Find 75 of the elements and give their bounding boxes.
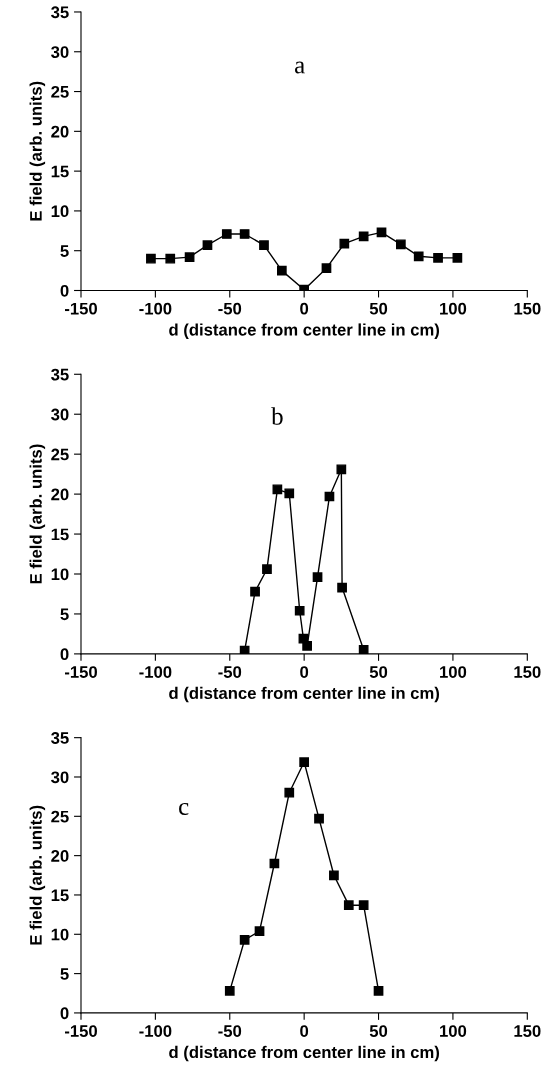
y-tick-label: 0 bbox=[60, 648, 69, 661]
x-tick-label: 50 bbox=[369, 666, 388, 678]
y-tick-label: 15 bbox=[51, 165, 69, 178]
y-tick-label: 20 bbox=[51, 488, 69, 501]
point bbox=[302, 641, 312, 651]
x-tick-label: 0 bbox=[300, 666, 309, 678]
y-tick-label: 15 bbox=[51, 889, 69, 902]
y-tick-label: 25 bbox=[51, 810, 69, 823]
y-tick-label: 5 bbox=[60, 968, 69, 980]
x-tick-label: 150 bbox=[514, 1025, 541, 1037]
x-tick-label: 50 bbox=[369, 302, 388, 315]
x-tick-label: -50 bbox=[218, 666, 242, 678]
x-axis-title: d (distance from center line in cm) bbox=[169, 686, 440, 703]
y-tick-label: 10 bbox=[51, 205, 69, 218]
point bbox=[358, 645, 369, 654]
y-tick-label: 30 bbox=[51, 771, 69, 784]
x-tick-label: 100 bbox=[440, 302, 467, 315]
y-tick-label: 10 bbox=[51, 568, 69, 581]
point bbox=[284, 787, 295, 798]
y-tick-label: 35 bbox=[51, 368, 69, 381]
y-tick-label: 20 bbox=[51, 125, 69, 138]
x-tick-label: 100 bbox=[440, 1025, 467, 1037]
y-tick-label: 5 bbox=[60, 608, 69, 621]
x-tick-label: -100 bbox=[139, 302, 172, 315]
point bbox=[312, 572, 323, 583]
point bbox=[294, 605, 305, 616]
y-tick-label: 0 bbox=[60, 1007, 69, 1020]
x-tick-label: 0 bbox=[300, 302, 309, 315]
x-tick-label: -150 bbox=[64, 302, 97, 315]
annotation: b bbox=[271, 407, 283, 425]
y-tick-label: 25 bbox=[51, 85, 69, 98]
point bbox=[336, 464, 347, 475]
x-tick-label: -150 bbox=[64, 1025, 97, 1037]
point bbox=[337, 582, 347, 593]
point bbox=[358, 900, 369, 911]
y-tick-label: 10 bbox=[51, 928, 69, 941]
x-tick-label: -100 bbox=[139, 1025, 172, 1037]
y-tick-label: 30 bbox=[51, 408, 69, 421]
point bbox=[314, 813, 324, 824]
point bbox=[272, 484, 283, 495]
x-tick-label: 100 bbox=[440, 666, 467, 678]
x-axis-title: d (distance from center line in cm) bbox=[169, 323, 440, 339]
y-axis-title: E field (arb. units) bbox=[29, 81, 46, 221]
point bbox=[262, 564, 272, 575]
x-tick-label: -50 bbox=[218, 1025, 242, 1037]
y-tick-label: 30 bbox=[51, 46, 69, 58]
point bbox=[343, 900, 354, 911]
y-tick-label: 25 bbox=[51, 448, 69, 461]
point bbox=[284, 488, 295, 499]
y-tick-label: 20 bbox=[51, 850, 69, 862]
y-tick-label: 35 bbox=[51, 732, 69, 744]
annotation: c bbox=[179, 802, 189, 815]
point bbox=[239, 645, 250, 654]
point bbox=[299, 757, 310, 767]
point bbox=[329, 870, 339, 881]
x-tick-label: 150 bbox=[514, 302, 541, 315]
point bbox=[254, 926, 265, 936]
y-axis-title: E field (arb. units) bbox=[29, 444, 46, 584]
y-tick-label: 5 bbox=[60, 245, 69, 257]
point bbox=[250, 586, 260, 597]
x-tick-label: 150 bbox=[514, 666, 541, 678]
x-tick-label: -50 bbox=[218, 302, 242, 315]
point bbox=[373, 986, 384, 996]
y-axis-title: E field (arb. units) bbox=[29, 805, 46, 945]
y-tick-label: 35 bbox=[51, 6, 69, 19]
annotation: a bbox=[295, 61, 305, 74]
y-tick-label: 15 bbox=[51, 528, 69, 541]
x-tick-label: 50 bbox=[369, 1025, 388, 1037]
point bbox=[239, 934, 250, 945]
x-tick-label: -100 bbox=[139, 666, 172, 678]
x-tick-label: -150 bbox=[64, 666, 97, 678]
x-axis-title: d (distance from center line in cm) bbox=[169, 1045, 440, 1062]
point bbox=[224, 986, 235, 996]
x-tick-label: 0 bbox=[300, 1025, 309, 1037]
y-tick-label: 0 bbox=[60, 284, 69, 297]
